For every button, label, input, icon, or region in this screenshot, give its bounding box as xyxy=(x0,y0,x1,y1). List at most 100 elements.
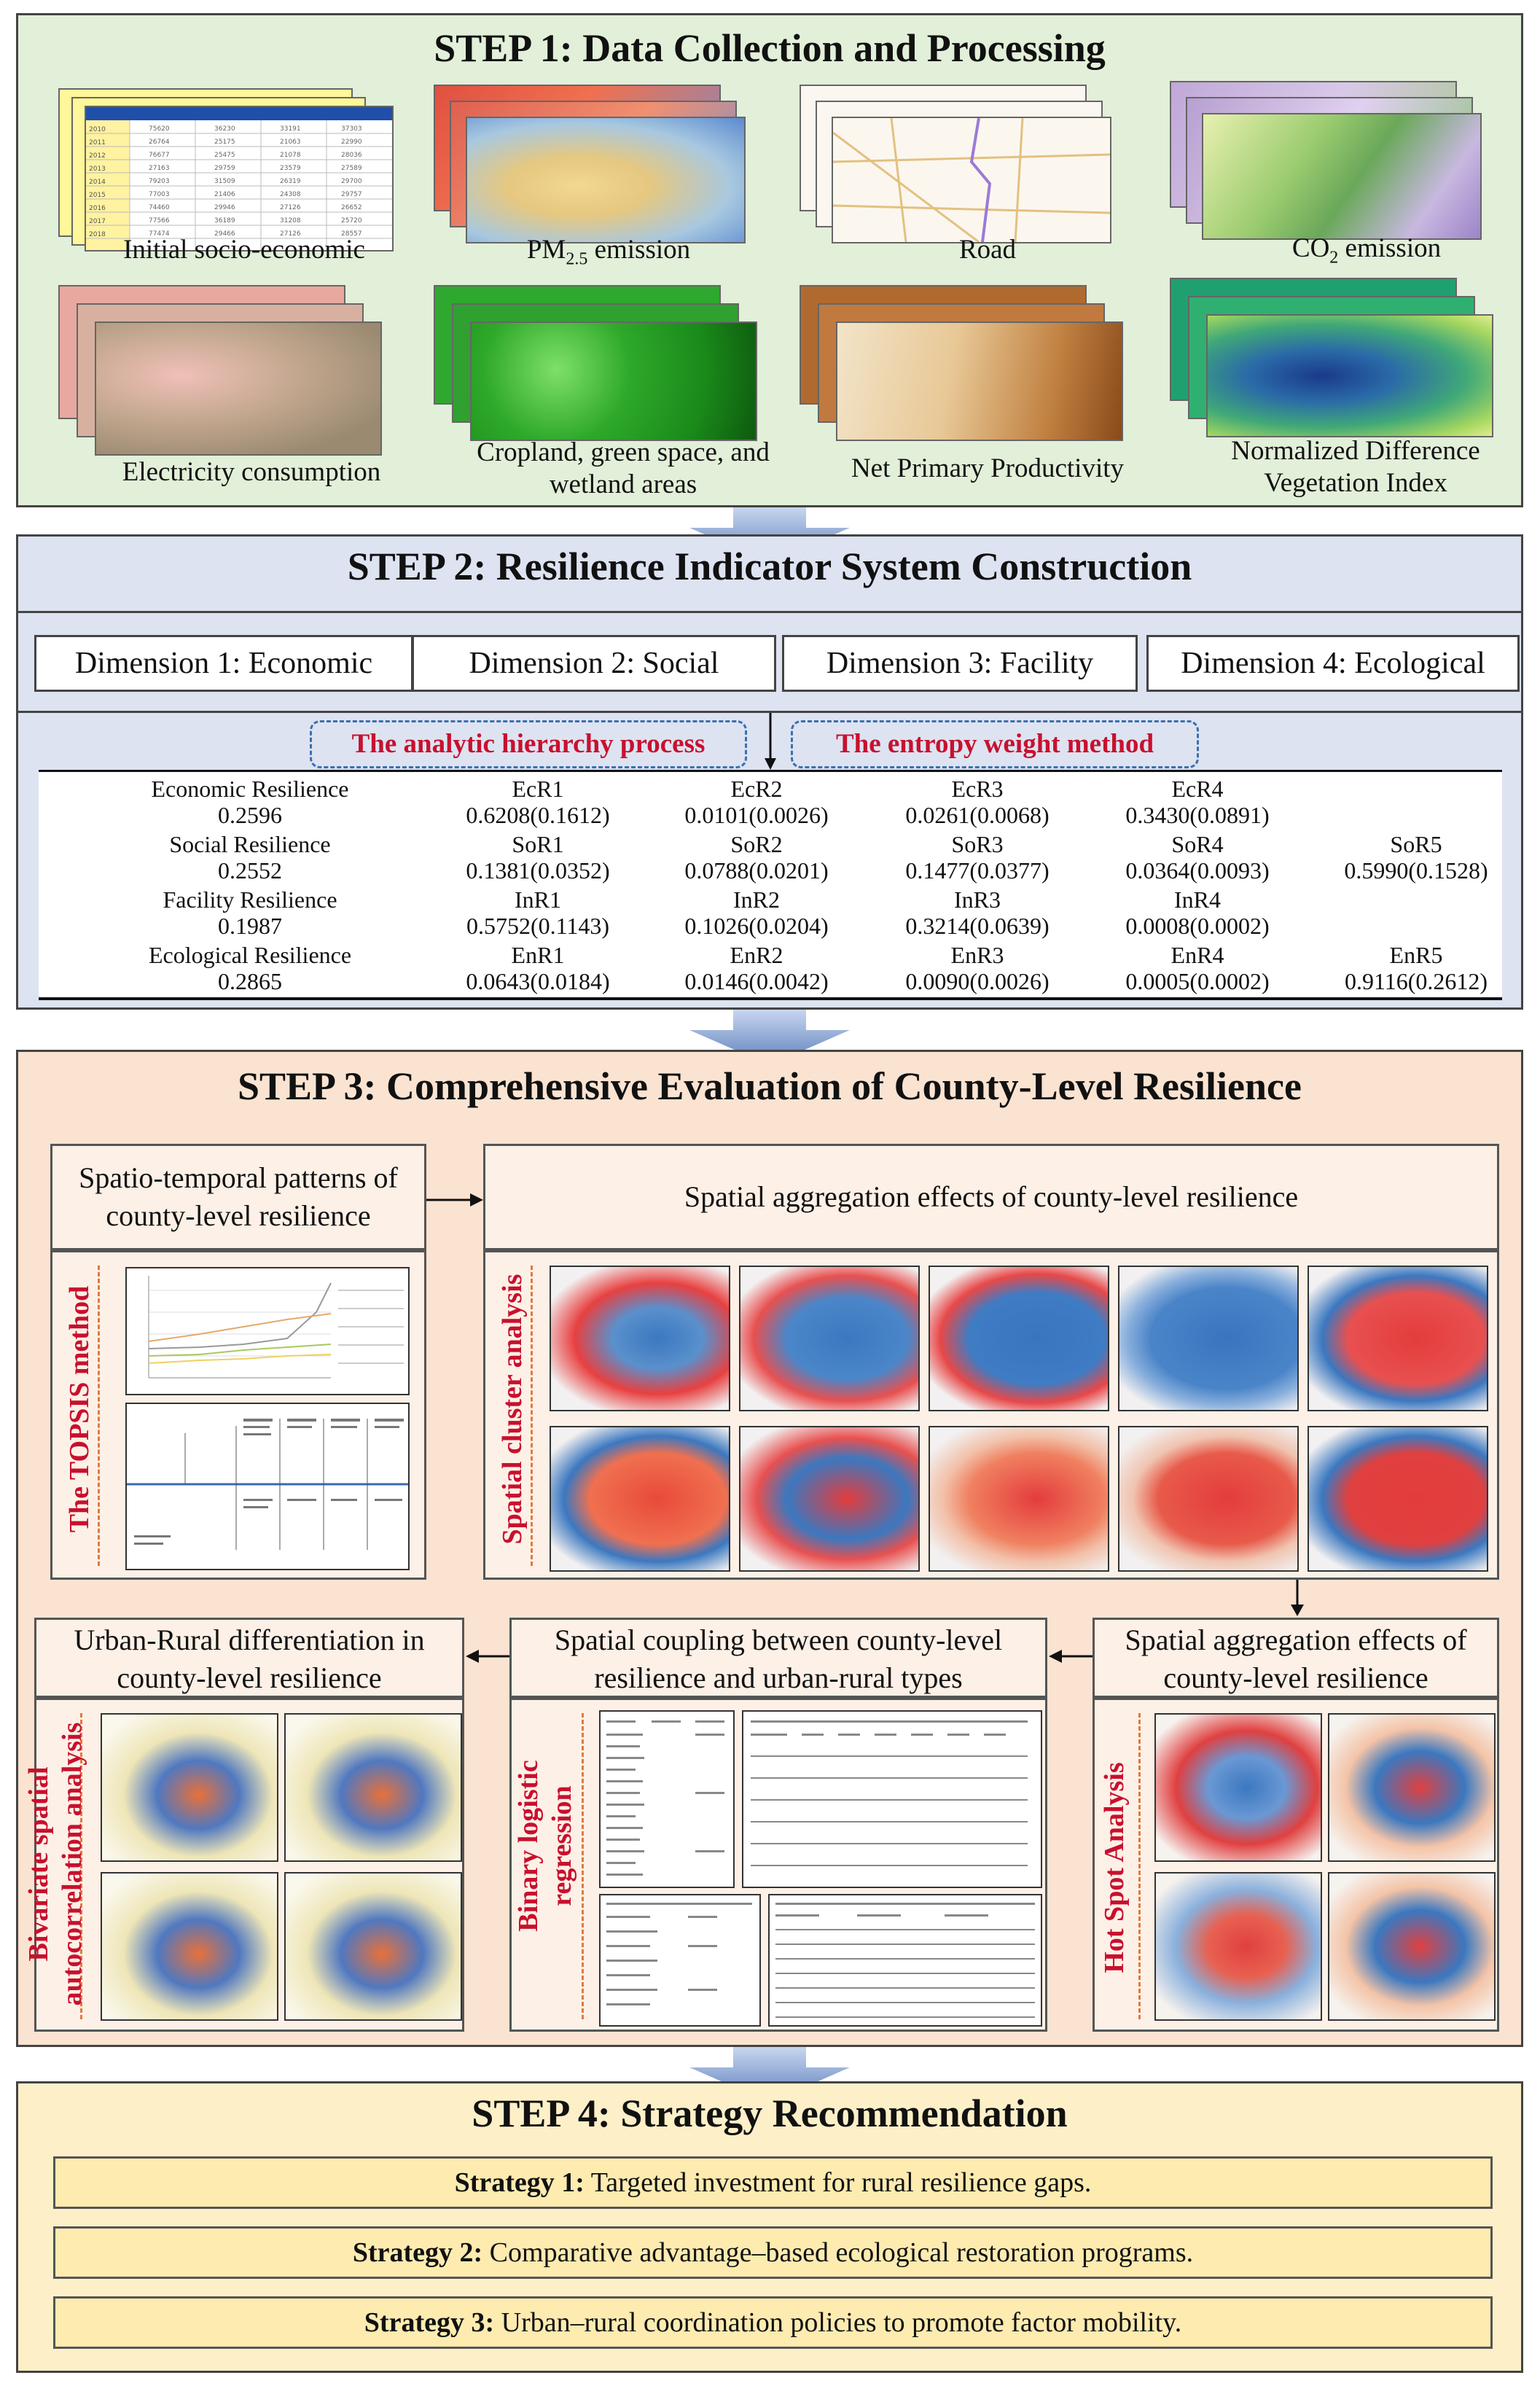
svg-text:75620: 75620 xyxy=(149,125,170,133)
logistic-panel: Binary logistic regression xyxy=(509,1698,1047,2032)
logistic-table-3 xyxy=(599,1894,761,2027)
label-logistic: Binary logistic regression xyxy=(513,1760,577,1932)
indicator-code: InR4 xyxy=(1174,886,1221,913)
svg-text:77003: 77003 xyxy=(149,191,170,198)
svg-text:25720: 25720 xyxy=(341,217,362,225)
co2-image xyxy=(1170,81,1490,241)
svg-text:29700: 29700 xyxy=(341,178,362,185)
hotspot-map-3 xyxy=(1154,1872,1322,2021)
cluster-map-2 xyxy=(739,1266,920,1411)
svg-text:29759: 29759 xyxy=(214,165,235,172)
indicator-value: 0.0788(0.0201) xyxy=(684,857,829,884)
dimension-economic: Dimension 1: Economic xyxy=(34,635,413,692)
indicator-value: 0.0008(0.0002) xyxy=(1125,913,1270,939)
svg-text:29946: 29946 xyxy=(214,204,235,211)
method-ahp: The analytic hierarchy process xyxy=(310,720,747,768)
pm25-image xyxy=(434,85,754,245)
svg-text:24308: 24308 xyxy=(280,191,301,198)
row-name: Economic Resilience xyxy=(151,776,349,802)
caption-socioeconomic: Initial socio-economic xyxy=(123,235,365,265)
indicator-code: InR3 xyxy=(954,886,1001,913)
strategy-2: Strategy 2: Comparative advantage–based … xyxy=(53,2226,1493,2279)
method-entropy: The entropy weight method xyxy=(791,720,1199,768)
arrow-step2-to-step3 xyxy=(689,1010,850,1065)
indicator-code: EnR5 xyxy=(1389,942,1443,968)
road-image xyxy=(800,85,1120,245)
npp-image xyxy=(800,285,1135,445)
cropland-image xyxy=(434,285,769,445)
svg-text:79203: 79203 xyxy=(149,178,170,185)
socioeconomic-table-image: 75620 36230 33191 37303 26764 25175 21063 2299… xyxy=(58,88,401,252)
caption-ndvi: Normalized Difference Vegetation Index xyxy=(1231,436,1480,498)
row-name: Facility Resilience xyxy=(163,886,337,913)
cluster-map-1 xyxy=(550,1266,730,1411)
caption-co2: CO2 emission xyxy=(1291,233,1442,268)
caption-electricity: Electricity consumption xyxy=(122,457,381,487)
row-weight: 0.2552 xyxy=(218,857,282,884)
cluster-map-5 xyxy=(1308,1266,1488,1411)
indicator-code: EcR2 xyxy=(730,776,783,802)
cluster-map-4 xyxy=(1118,1266,1299,1411)
hotspot-map-2 xyxy=(1328,1713,1496,1862)
svg-text:31208: 31208 xyxy=(280,217,301,225)
topsis-line-chart xyxy=(125,1267,410,1395)
bivariate-map-4 xyxy=(284,1872,462,2021)
indicator-value: 0.5990(0.1528) xyxy=(1344,857,1488,884)
row-weight: 0.2596 xyxy=(218,802,282,828)
svg-text:27589: 27589 xyxy=(341,165,362,172)
row-name: Social Resilience xyxy=(169,831,331,857)
dimensions-frame: Dimension 1: Economic Dimension 2: Socia… xyxy=(18,611,1521,713)
method-arrow xyxy=(765,713,776,770)
caption-road: Road xyxy=(958,235,1017,265)
strategy-1: Strategy 1: Targeted investment for rura… xyxy=(53,2156,1493,2209)
box-spatiotemporal: Spatio-temporal patterns of county-level… xyxy=(50,1144,426,1250)
indicator-value: 0.6208(0.1612) xyxy=(466,802,610,828)
topsis-panel: The TOPSIS method xyxy=(50,1250,426,1580)
indicator-code: SoR5 xyxy=(1390,831,1442,857)
cluster-panel: Spatial cluster analysis xyxy=(483,1250,1499,1580)
svg-text:27163: 27163 xyxy=(149,165,170,172)
indicator-code: EnR3 xyxy=(950,942,1004,968)
cluster-map-9 xyxy=(1118,1426,1299,1572)
indicator-code: EcR1 xyxy=(512,776,564,802)
cluster-map-7 xyxy=(739,1426,920,1572)
indicator-value: 0.0101(0.0026) xyxy=(684,802,829,828)
step2-title: STEP 2: Resilience Indicator System Cons… xyxy=(347,545,1192,588)
indicator-code: EnR1 xyxy=(511,942,565,968)
label-bivariate: Bivariate spatial autocorrelation analys… xyxy=(23,1722,87,2006)
step4-panel: STEP 4: Strategy Recommendation Strategy… xyxy=(16,2081,1523,2373)
svg-text:36230: 36230 xyxy=(214,125,235,133)
indicator-value: 0.0643(0.0184) xyxy=(466,968,610,994)
label-hotspot: Hot Spot Analysis xyxy=(1099,1762,1130,1973)
indicator-code: SoR4 xyxy=(1171,831,1224,857)
step1-panel: STEP 1: Data Collection and Processing 7… xyxy=(16,13,1523,507)
box-aggregation-top: Spatial aggregation effects of county-le… xyxy=(483,1144,1499,1250)
svg-text:21063: 21063 xyxy=(280,139,301,146)
svg-text:26764: 26764 xyxy=(149,139,170,146)
svg-text:36189: 36189 xyxy=(214,217,235,225)
indicator-code: InR1 xyxy=(515,886,561,913)
step1-title: STEP 1: Data Collection and Processing xyxy=(434,26,1106,70)
table-years: 2010 2011 2012 2013 2014 2015 2016 2017 2018 xyxy=(89,126,106,238)
box-coupling: Spatial coupling between county-level re… xyxy=(509,1618,1047,1698)
svg-text:27126: 27126 xyxy=(280,204,301,211)
indicator-value: 0.3430(0.0891) xyxy=(1125,802,1270,828)
caption-pm25: PM2.5 emission xyxy=(526,235,691,269)
logistic-table-4 xyxy=(768,1894,1042,2027)
dimension-facility: Dimension 3: Facility xyxy=(782,635,1138,692)
step3-panel: STEP 3: Comprehensive Evaluation of Coun… xyxy=(16,1050,1523,2047)
svg-text:26319: 26319 xyxy=(280,178,301,185)
row-weight: 0.2865 xyxy=(218,968,282,994)
ndvi-image xyxy=(1170,278,1505,438)
label-cluster: Spatial cluster analysis xyxy=(497,1274,528,1545)
arrow-down-right xyxy=(1291,1580,1304,1616)
indicator-value: 0.0090(0.0026) xyxy=(905,968,1050,994)
indicator-code: SoR3 xyxy=(951,831,1004,857)
svg-text:21078: 21078 xyxy=(280,152,301,159)
arrow-to-aggregation xyxy=(426,1193,483,1206)
indicator-value: 0.0005(0.0002) xyxy=(1125,968,1270,994)
svg-text:26652: 26652 xyxy=(341,204,362,211)
svg-text:28557: 28557 xyxy=(341,230,362,238)
arrow-step3-to-step4 xyxy=(689,2047,850,2102)
dimension-social: Dimension 2: Social xyxy=(412,635,776,692)
